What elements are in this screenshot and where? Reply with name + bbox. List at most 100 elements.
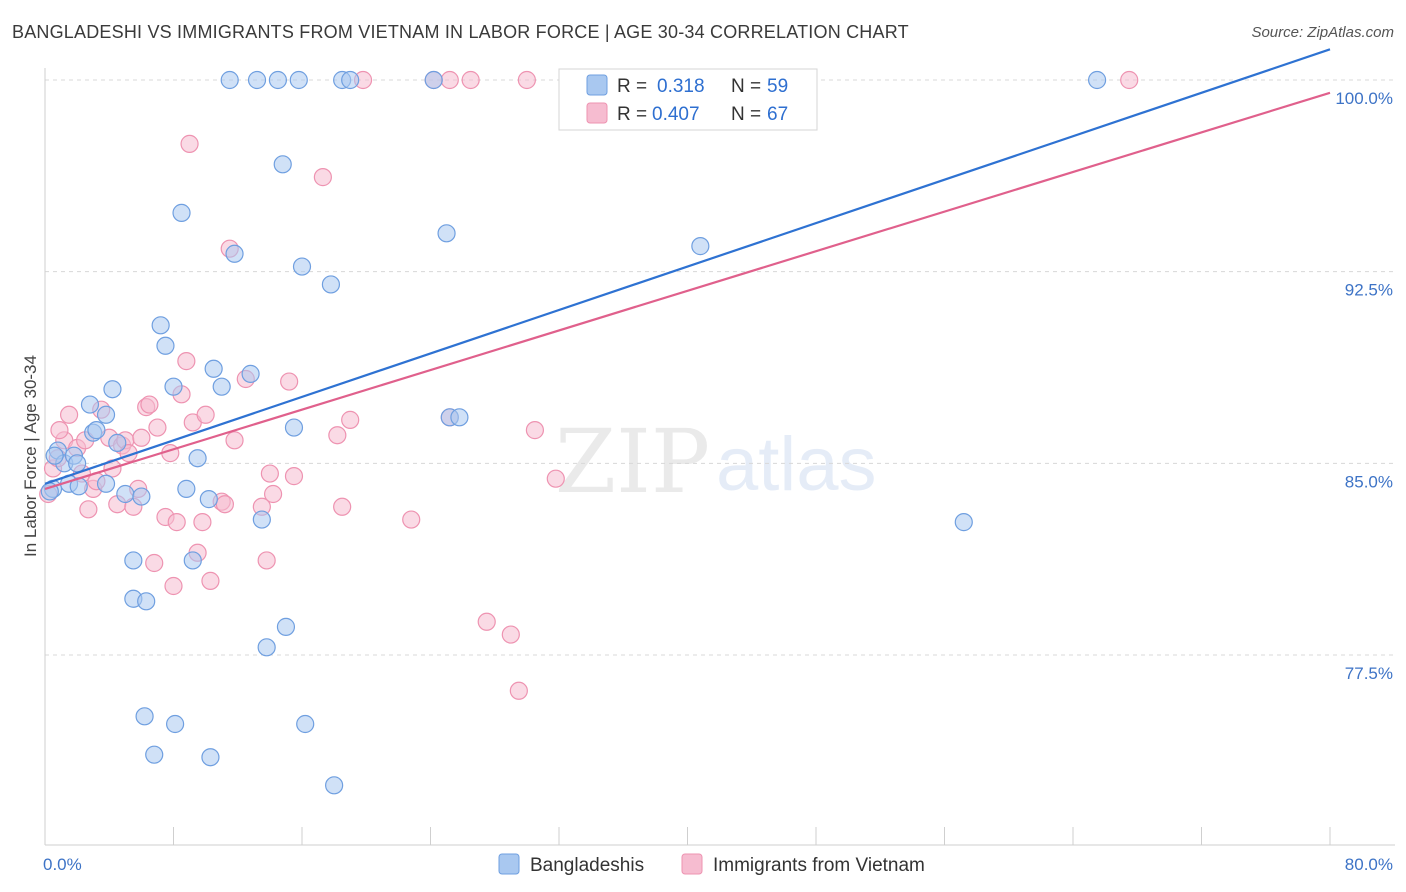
point-vietnam [517,70,536,90]
point-vietnam [328,426,347,445]
point-vietnam [132,428,151,447]
legend-n-label-1: N = [731,104,761,125]
legend-r-value-1: 0.407 [652,104,700,125]
y-tick-label: 85.0% [1345,472,1393,491]
legend-r-label-0: R = [617,76,647,97]
point-vietnam [196,405,215,424]
point-vietnam [148,418,167,437]
trend-line-vietnam [44,91,1331,490]
point-vietnam [257,551,276,570]
point-vietnam [180,134,199,153]
point-bangladeshi [292,257,312,276]
point-bangladeshi [68,454,87,473]
point-bangladeshi [268,70,288,90]
point-vietnam [260,464,279,483]
watermark-atlas: atlas [716,422,877,507]
point-bangladeshi [183,551,202,570]
point-vietnam [477,612,496,631]
point-vietnam [501,625,520,644]
y-tick-label: 92.5% [1345,281,1393,300]
bottom-legend-swatch-blue [498,853,520,875]
point-bangladeshi [135,707,154,726]
point-bangladeshi [87,421,106,440]
point-vietnam [59,405,79,424]
point-bangladeshi [116,484,135,504]
x-tick-label-max: 80.0% [1345,855,1393,874]
point-vietnam [215,495,234,514]
point-vietnam [263,484,283,504]
point-bangladeshi [691,237,710,256]
point-bangladeshi [273,155,292,174]
x-tick-label-min: 0.0% [43,855,82,874]
point-bangladeshi [103,380,122,399]
point-bangladeshi [164,377,183,396]
point-vietnam [79,500,98,519]
point-bangladeshi [199,490,218,509]
point-bangladeshi [96,405,116,424]
point-bangladeshi [247,70,267,90]
point-vietnam [333,497,352,516]
point-bangladeshi [325,776,344,795]
point-bangladeshi [96,474,116,493]
legend-r-label-1: R = [617,104,647,125]
watermark-zip: ZIP [555,410,710,513]
point-bangladeshi [132,487,151,506]
tick-labels: 77.5% 85.0% 92.5% 100.0% 0.0% 80.0% [43,89,1393,874]
point-bangladeshi [424,70,443,90]
point-vietnam [440,70,459,90]
point-bangladeshi [341,70,360,90]
point-bangladeshi [124,551,143,570]
point-vietnam [525,421,545,440]
point-vietnam [313,168,332,187]
point-bangladeshi [225,244,244,263]
point-bangladeshi [172,203,191,222]
bottom-legend-swatch-pink [681,853,703,875]
point-bangladeshi [108,433,127,452]
point-bangladeshi [954,513,973,532]
point-vietnam [280,372,299,391]
point-vietnam [546,469,565,488]
point-bangladeshi [1087,70,1107,90]
point-vietnam [177,352,196,371]
legend-n-value-1: 67 [767,104,788,125]
point-bangladeshi [188,449,207,468]
point-bangladeshi [166,714,185,734]
point-bangladeshi [296,714,315,734]
legend-n-value-0: 59 [767,76,788,97]
source-label: Source: ZipAtlas.com [1251,24,1394,41]
bottom-legend-label-vietnam: Immigrants from Vietnam [713,855,925,876]
point-vietnam [201,571,220,590]
point-bangladeshi [241,364,260,383]
point-bangladeshi [321,275,341,294]
series-bangladeshis-points [40,70,1107,795]
point-bangladeshi [177,479,196,498]
bottom-legend: Bangladeshis Immigrants from Vietnam [498,853,925,876]
watermark: ZIP atlas [555,410,877,513]
point-bangladeshi [145,745,164,764]
legend-swatch-pink [586,102,608,124]
legend-r-value-0: 0.318 [657,76,705,97]
point-bangladeshi [204,359,223,378]
point-bangladeshi [80,395,100,414]
point-bangladeshi [151,316,170,335]
point-bangladeshi [450,408,469,427]
point-bangladeshi [45,446,64,465]
point-vietnam [193,513,212,532]
point-bangladeshi [212,377,231,396]
point-vietnam [145,553,164,573]
chart-title: BANGLADESHI VS IMMIGRANTS FROM VIETNAM I… [12,22,909,42]
legend: R = 0.318 N = 59 R = 0.407 N = 67 [558,68,818,131]
point-vietnam [167,513,186,532]
legend-swatch-blue [586,74,608,96]
point-vietnam [225,431,244,450]
point-bangladeshi [156,336,175,355]
point-vietnam [1120,70,1139,90]
point-bangladeshi [252,510,271,529]
point-vietnam [461,70,480,90]
point-bangladeshi [257,638,276,657]
point-vietnam [50,421,69,440]
point-bangladeshi [201,748,220,767]
point-vietnam [509,681,528,700]
point-bangladeshi [276,617,296,636]
